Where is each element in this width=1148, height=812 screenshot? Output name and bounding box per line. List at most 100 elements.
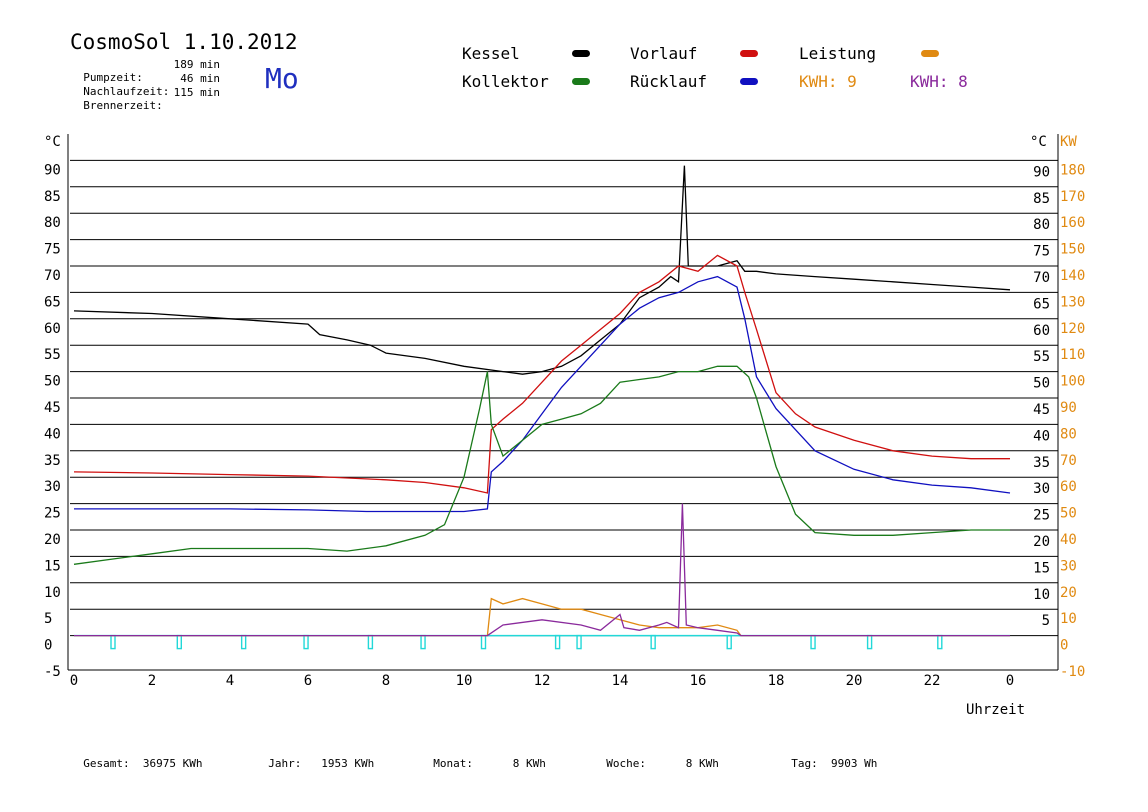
footer-jahr-label: Jahr: <box>268 757 302 770</box>
stat-pumpzeit: Pumpzeit: 189 min <box>70 58 220 97</box>
legend-kollektor-swatch <box>572 78 590 85</box>
y-right-tick: 60 <box>1033 323 1050 339</box>
y-left-tick: 90 <box>44 162 61 178</box>
footer-woche: Woche: 8 KWh <box>593 744 719 770</box>
footer-woche-label: Woche: <box>606 757 646 770</box>
series-line-kollektor <box>73 365 1010 565</box>
series-line-kessel <box>73 165 1011 375</box>
y-right-tick: 25 <box>1033 508 1050 524</box>
y-left-tick: 70 <box>44 268 61 284</box>
y-left-tick: 40 <box>44 426 61 442</box>
y-right-tick: 10 <box>1033 587 1050 603</box>
footer-tag-value: 9903 Wh <box>831 757 878 770</box>
y-kw-tick: 140 <box>1060 268 1085 284</box>
y-kw-tick: -10 <box>1060 664 1085 680</box>
footer-gesamt-label: Gesamt: <box>83 757 130 770</box>
y-right-tick: 35 <box>1033 455 1050 471</box>
weekday-label: Mo <box>265 62 299 95</box>
y-left-tick: 80 <box>44 215 61 231</box>
legend-leistung-label: Leistung <box>799 44 877 63</box>
y-left-unit: °C <box>44 134 61 150</box>
y-left-tick: 55 <box>44 347 61 363</box>
legend-vorlauf-label: Vorlauf <box>630 44 698 63</box>
legend-kwh-purple: KWH: 8 <box>910 72 968 91</box>
y-right-tick: 55 <box>1033 349 1050 365</box>
footer-monat-value: 8 KWh <box>512 757 546 770</box>
y-right-tick: 30 <box>1033 481 1050 497</box>
pump-marker <box>367 634 374 650</box>
pump-marker <box>576 634 582 650</box>
stat-value: 46 min <box>180 72 220 85</box>
pump-marker <box>866 634 873 650</box>
footer-tag: Tag: 9903 Wh <box>778 744 877 770</box>
x-tick: 4 <box>226 673 234 689</box>
y-kw-tick: 30 <box>1060 558 1077 574</box>
legend-kwh-orange: KWH: 9 <box>799 72 857 91</box>
pump-marker <box>480 634 487 650</box>
x-tick: 0 <box>70 673 78 689</box>
y-kw-tick: 170 <box>1060 189 1085 205</box>
y-kw-tick: 80 <box>1060 426 1077 442</box>
legend-kessel-swatch <box>572 50 590 57</box>
x-tick: 0 <box>1006 673 1014 689</box>
y-kw-tick: 0 <box>1060 638 1068 654</box>
legend-kollektor-label: Kollektor <box>462 72 549 91</box>
y-left-tick: 60 <box>44 321 61 337</box>
y-left-tick: -5 <box>44 664 61 680</box>
pump-marker <box>650 634 656 650</box>
x-tick: 14 <box>612 673 629 689</box>
footer-monat: Monat: 8 KWh <box>420 744 546 770</box>
footer-gesamt: Gesamt: 36975 KWh <box>70 744 202 770</box>
x-tick: 8 <box>382 673 390 689</box>
y-kw-tick: 20 <box>1060 585 1077 601</box>
y-left-tick: 15 <box>44 558 61 574</box>
y-kw-tick: 130 <box>1060 294 1085 310</box>
x-tick: 6 <box>304 673 312 689</box>
legend-vorlauf-swatch <box>740 50 758 57</box>
footer-monat-label: Monat: <box>433 757 473 770</box>
footer-jahr-value: 1953 KWh <box>321 757 375 770</box>
series-line-kwh2 <box>74 503 1010 637</box>
footer-gesamt-value: 36975 KWh <box>142 757 203 770</box>
y-right-unit: °C <box>1030 134 1047 150</box>
y-left-tick: 35 <box>44 453 61 469</box>
pump-marker <box>240 634 247 650</box>
y-left-tick: 85 <box>44 189 61 205</box>
chart-title: CosmoSol 1.10.2012 <box>70 30 298 54</box>
pump-marker <box>176 634 183 650</box>
x-tick: 20 <box>846 673 863 689</box>
tick-layer: 908580757065605550454035302520151050-590… <box>44 162 1085 689</box>
y-left-tick: 25 <box>44 506 61 522</box>
y-kw-tick: 160 <box>1060 215 1085 231</box>
y-right-tick: 80 <box>1033 217 1050 233</box>
y-right-tick: 70 <box>1033 270 1050 286</box>
stat-nachlaufzeit: Nachlaufzeit: 46 min <box>70 72 220 111</box>
y-left-tick: 20 <box>44 532 61 548</box>
x-tick: 2 <box>148 673 156 689</box>
y-kw-tick: 60 <box>1060 479 1077 495</box>
series-line-ruecklauf <box>74 275 1011 513</box>
y-left-tick: 5 <box>44 611 52 627</box>
stat-label: Brennerzeit: <box>83 99 163 112</box>
y-right-tick: 20 <box>1033 534 1050 550</box>
y-right-tick: 85 <box>1033 191 1050 207</box>
y-right-tick: 65 <box>1033 296 1050 312</box>
series-layer <box>73 165 1011 650</box>
pump-marker <box>726 634 732 650</box>
grid-lines <box>70 159 1058 637</box>
stat-label: Nachlaufzeit: <box>83 85 170 98</box>
legend-ruecklauf-label: Rücklauf <box>630 72 708 91</box>
y-left-tick: 30 <box>44 479 61 495</box>
pump-marker <box>303 634 309 650</box>
pump-marker <box>420 634 426 650</box>
stat-label: Pumpzeit: <box>83 71 143 84</box>
y-right-tick: 90 <box>1033 164 1050 180</box>
axes <box>67 134 1059 671</box>
footer-tag-label: Tag: <box>791 757 818 770</box>
y-right-tick: 5 <box>1042 613 1050 629</box>
y-left-tick: 45 <box>44 400 61 416</box>
y-right-tick: 75 <box>1033 244 1050 260</box>
y-kw-tick: 70 <box>1060 453 1077 469</box>
series-line-leistung <box>74 597 1010 637</box>
y-left-tick: 10 <box>44 585 61 601</box>
